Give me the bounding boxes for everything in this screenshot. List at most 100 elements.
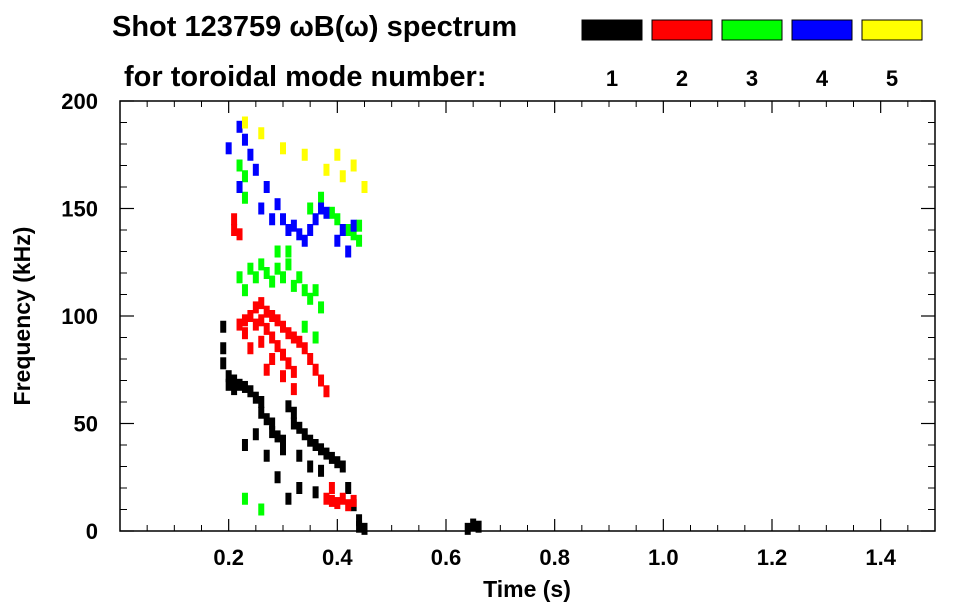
legend-label-3: 3: [746, 66, 758, 91]
data-point-4-7: [280, 213, 286, 226]
data-point-1-5: [231, 374, 238, 387]
data-point-2-32: [339, 492, 346, 505]
data-point-1-17: [280, 434, 286, 447]
data-point-1-30: [323, 447, 330, 460]
data-point-3-26: [307, 202, 314, 215]
data-point-1-21: [290, 417, 297, 430]
data-point-3-3: [241, 191, 248, 204]
data-point-2-35: [328, 482, 335, 494]
data-point-1-40: [252, 428, 259, 441]
data-point-1-1: [220, 342, 227, 355]
data-point-2-33: [345, 499, 352, 512]
data-point-2-11: [263, 305, 270, 318]
data-point-4-5: [263, 181, 270, 193]
data-point-1-10: [252, 391, 259, 404]
data-point-1-14: [269, 417, 276, 430]
data-point-1-37: [356, 520, 363, 533]
data-point-1-31: [328, 451, 335, 464]
data-point-1-41: [263, 449, 270, 462]
data-point-1-15: [269, 426, 276, 439]
data-point-4-0: [225, 142, 232, 155]
data-point-3-19: [318, 301, 325, 314]
data-point-1-22: [296, 421, 303, 434]
data-point-3-29: [312, 331, 319, 344]
data-point-3-23: [350, 228, 357, 241]
data-point-3-18: [312, 284, 319, 297]
data-point-2-14: [269, 331, 276, 344]
data-point-1-16: [274, 430, 281, 443]
data-point-2-15: [274, 314, 281, 327]
y-tick-label-0: 0: [86, 519, 98, 544]
x-tick-label-5: 1.2: [757, 545, 788, 570]
data-point-3-27: [318, 191, 325, 204]
data-point-5-4: [323, 163, 330, 176]
data-point-3-25: [356, 234, 363, 247]
data-point-4-9: [290, 219, 297, 232]
data-point-5-5: [339, 170, 346, 183]
data-point-2-16: [274, 340, 281, 353]
data-point-2-6: [247, 310, 254, 322]
data-point-3-32: [274, 245, 281, 258]
data-point-2-37: [258, 335, 265, 348]
data-point-1-39: [241, 439, 248, 451]
data-point-2-36: [247, 342, 254, 355]
y-tick-label-2: 100: [61, 304, 98, 329]
data-point-2-12: [263, 322, 270, 335]
data-point-3-11: [274, 262, 281, 275]
legend-label-5: 5: [886, 66, 898, 91]
data-point-2-3: [236, 318, 243, 331]
data-point-1-0: [220, 320, 227, 333]
data-point-1-48: [464, 522, 471, 535]
data-point-1-36: [356, 514, 363, 527]
data-point-4-12: [307, 224, 314, 236]
data-point-2-21: [290, 331, 297, 344]
data-point-1-42: [274, 471, 281, 484]
data-point-1-26: [307, 460, 314, 473]
data-point-3-21: [334, 213, 341, 226]
data-point-2-41: [263, 363, 270, 376]
data-point-4-6: [274, 198, 281, 211]
data-point-1-25: [307, 434, 314, 447]
data-point-3-20: [328, 206, 335, 219]
legend: 1 2 3 4 5: [581, 19, 923, 91]
data-point-3-5: [241, 284, 248, 297]
data-point-3-12: [280, 271, 286, 284]
x-tick-label-3: 0.8: [539, 545, 570, 570]
data-point-1-45: [312, 486, 319, 499]
data-point-2-24: [301, 342, 308, 355]
data-point-2-19: [285, 327, 292, 340]
data-point-5-6: [350, 159, 357, 172]
data-point-2-23: [296, 335, 303, 348]
data-point-2-13: [269, 310, 276, 322]
data-point-2-31: [334, 497, 341, 510]
data-point-3-33: [285, 245, 292, 258]
data-point-3-2: [241, 170, 248, 183]
series-mode-4: [225, 120, 357, 258]
data-point-1-23: [296, 449, 303, 462]
data-point-1-29: [318, 464, 325, 477]
data-point-3-10: [269, 275, 276, 288]
series-mode-2: [231, 213, 357, 512]
data-point-1-33: [339, 460, 346, 473]
data-point-1-7: [236, 378, 243, 391]
legend-swatch-4: [791, 19, 853, 41]
data-point-2-26: [312, 363, 319, 376]
data-point-3-28: [301, 320, 308, 333]
data-point-2-30: [328, 494, 335, 507]
data-point-5-8: [334, 148, 341, 161]
data-point-3-8: [258, 258, 265, 271]
data-point-1-6: [231, 383, 238, 396]
data-point-1-20: [290, 406, 297, 419]
data-point-4-18: [345, 245, 352, 258]
chart-title: Shot 123759 ωB(ω) spectrum: [112, 11, 517, 43]
y-tick-label-4: 200: [61, 89, 98, 114]
data-point-1-12: [258, 406, 265, 419]
data-point-2-9: [258, 297, 265, 310]
data-point-2-4: [241, 314, 248, 327]
data-point-2-17: [280, 320, 286, 333]
data-point-2-27: [318, 374, 325, 387]
data-point-3-14: [290, 279, 297, 292]
data-point-1-32: [334, 456, 341, 469]
data-point-5-2: [280, 142, 286, 155]
data-point-1-11: [258, 396, 265, 408]
